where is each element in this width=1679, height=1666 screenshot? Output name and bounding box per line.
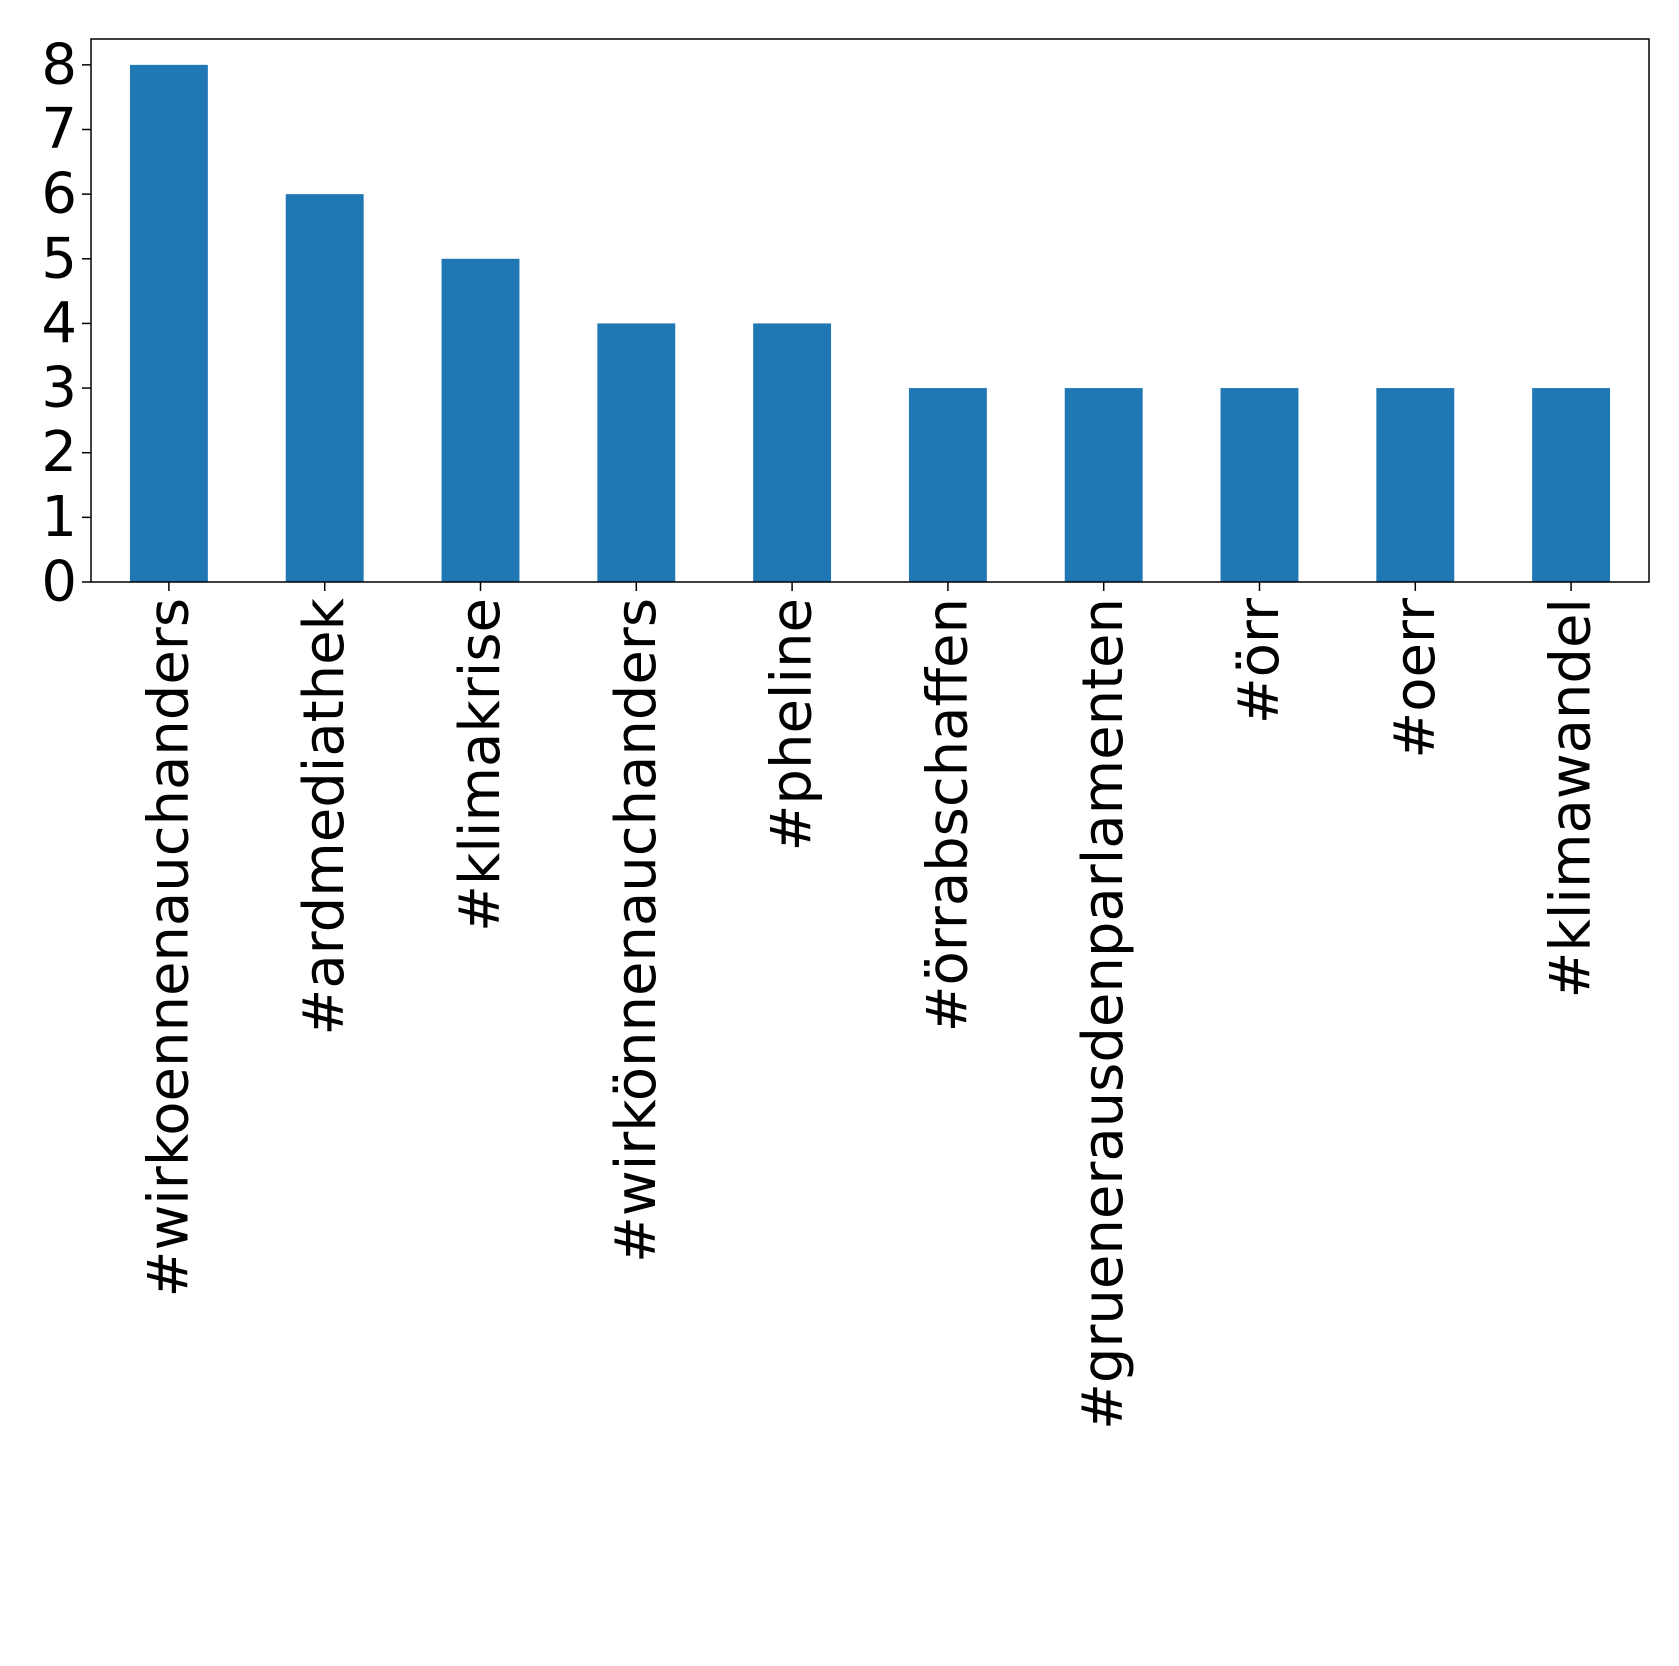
y-tick-label-0: 0 bbox=[41, 550, 77, 615]
y-tick-label-3: 3 bbox=[41, 356, 77, 421]
x-tick-label-2: #klimakrise bbox=[448, 598, 513, 932]
bar-7 bbox=[1220, 388, 1299, 582]
y-tick-label-5: 5 bbox=[41, 226, 77, 291]
bar-6 bbox=[1064, 388, 1143, 582]
y-tick-label-8: 8 bbox=[41, 32, 77, 97]
y-tick-label-4: 4 bbox=[41, 291, 77, 356]
x-tick-label-5: #örrabschaffen bbox=[915, 598, 980, 1032]
y-tick-label-6: 6 bbox=[41, 162, 77, 227]
y-tick-label-2: 2 bbox=[41, 420, 77, 485]
x-tick-label-1: #ardmediathek bbox=[292, 597, 357, 1035]
bar-0 bbox=[129, 64, 208, 583]
y-tick-label-1: 1 bbox=[41, 485, 77, 550]
bar-2 bbox=[441, 258, 520, 582]
x-tick-label-8: #oerr bbox=[1383, 597, 1448, 759]
bar-3 bbox=[597, 323, 676, 582]
x-tick-label-4: #pheline bbox=[760, 598, 825, 851]
bars-layer bbox=[129, 64, 1611, 583]
bar-8 bbox=[1376, 388, 1455, 582]
bar-5 bbox=[908, 388, 987, 582]
y-tick-label-7: 7 bbox=[41, 97, 77, 162]
bar-9 bbox=[1532, 388, 1611, 582]
x-tick-label-9: #klimawandel bbox=[1539, 598, 1604, 999]
bar-4 bbox=[753, 323, 832, 582]
plot-frame bbox=[90, 38, 1650, 583]
x-tick-label-7: #örr bbox=[1227, 597, 1292, 724]
x-tick-label-3: #wirkönnenauchanders bbox=[604, 598, 669, 1263]
x-tick-label-0: #wirkoennenauchanders bbox=[136, 598, 201, 1297]
bar-1 bbox=[285, 194, 364, 582]
x-axis: #wirkoennenauchanders #ardmediathek #klima… bbox=[136, 582, 1604, 1430]
x-tick-label-6: #gruenerausdenparlamenten bbox=[1071, 598, 1136, 1430]
